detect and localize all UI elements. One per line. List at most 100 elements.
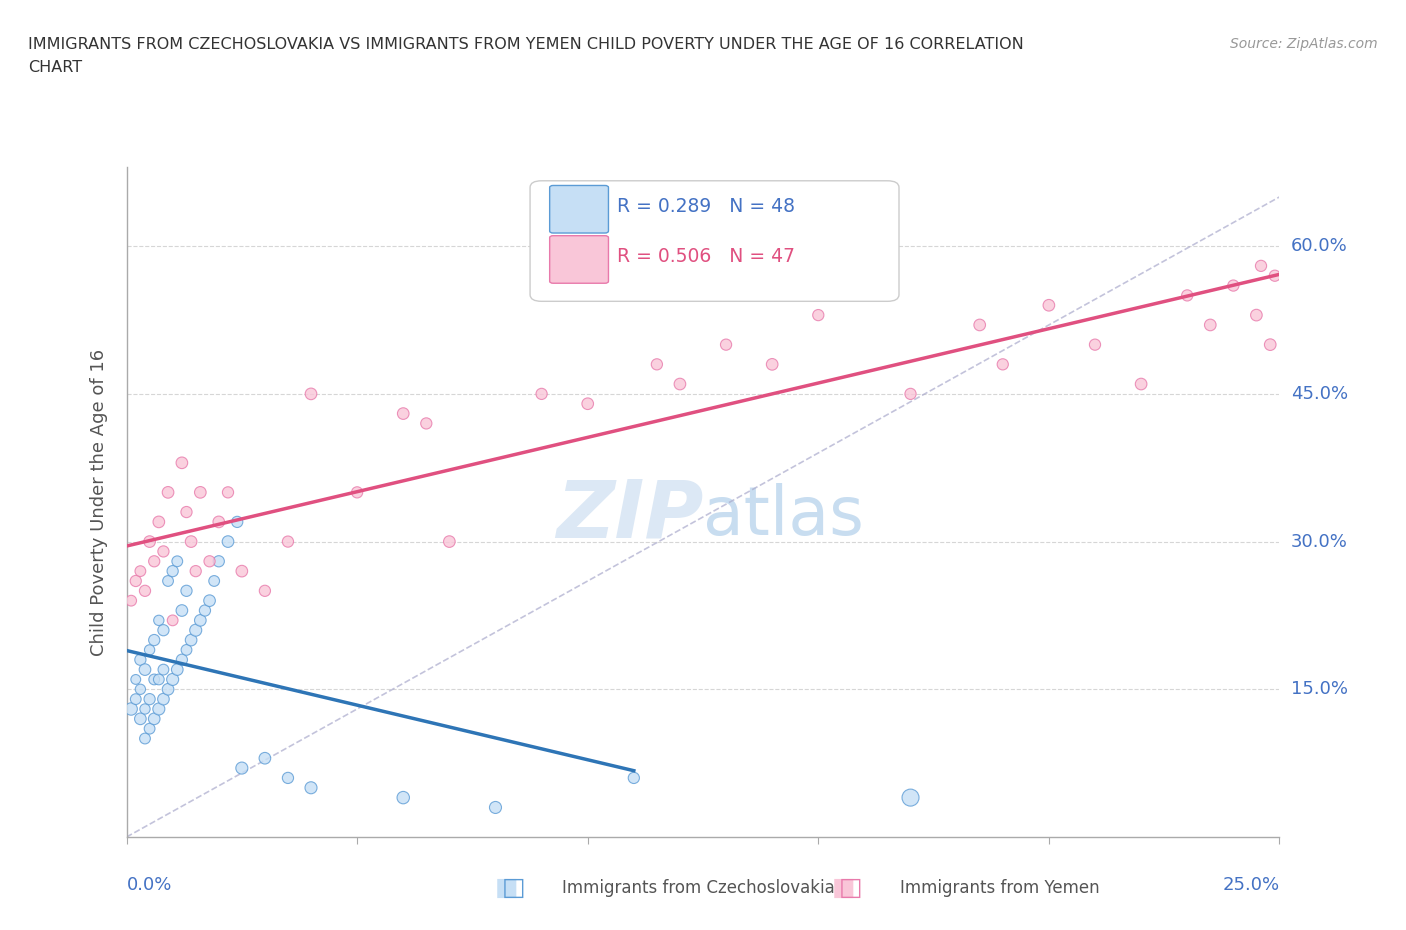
- Point: [1264, 268, 1286, 283]
- Point: [148, 701, 170, 716]
- Point: [277, 534, 299, 549]
- Point: [148, 514, 170, 529]
- Point: [1175, 288, 1198, 303]
- Point: [1038, 298, 1060, 312]
- Point: [991, 357, 1014, 372]
- Point: [198, 593, 221, 608]
- Point: [900, 790, 922, 805]
- Point: [299, 387, 322, 402]
- Point: [134, 701, 156, 716]
- Text: R = 0.289   N = 48: R = 0.289 N = 48: [616, 197, 794, 216]
- Text: ■: ■: [495, 876, 517, 900]
- Point: [208, 554, 231, 569]
- Point: [162, 564, 184, 578]
- Point: [188, 485, 211, 499]
- FancyBboxPatch shape: [550, 235, 609, 284]
- Text: ZIP: ZIP: [555, 476, 703, 554]
- Point: [120, 701, 142, 716]
- Point: [125, 672, 148, 687]
- Point: [415, 416, 437, 431]
- Point: [576, 396, 599, 411]
- Point: [134, 731, 156, 746]
- Text: IMMIGRANTS FROM CZECHOSLOVAKIA VS IMMIGRANTS FROM YEMEN CHILD POVERTY UNDER THE : IMMIGRANTS FROM CZECHOSLOVAKIA VS IMMIGR…: [28, 37, 1024, 52]
- Point: [176, 643, 198, 658]
- Point: [1258, 338, 1281, 352]
- Point: [346, 485, 368, 499]
- Point: [231, 564, 253, 578]
- Point: [143, 554, 166, 569]
- Point: [176, 583, 198, 598]
- Text: 30.0%: 30.0%: [1291, 533, 1347, 551]
- Point: [152, 544, 174, 559]
- FancyBboxPatch shape: [550, 185, 609, 233]
- Text: 0.0%: 0.0%: [127, 876, 172, 894]
- Point: [143, 632, 166, 647]
- Point: [1130, 377, 1153, 392]
- Point: [217, 534, 239, 549]
- Point: [176, 505, 198, 520]
- Point: [125, 692, 148, 707]
- Point: [253, 751, 276, 765]
- Point: [162, 613, 184, 628]
- Text: 25.0%: 25.0%: [1222, 876, 1279, 894]
- Point: [714, 338, 737, 352]
- Point: [226, 514, 249, 529]
- Point: [623, 770, 645, 785]
- Point: [129, 711, 152, 726]
- Point: [180, 534, 202, 549]
- Point: [299, 780, 322, 795]
- Point: [392, 790, 415, 805]
- Point: [152, 662, 174, 677]
- Text: 45.0%: 45.0%: [1291, 385, 1348, 403]
- Text: atlas: atlas: [703, 483, 863, 549]
- Text: □: □: [502, 876, 524, 900]
- Text: Immigrants from Czechoslovakia: Immigrants from Czechoslovakia: [562, 879, 835, 897]
- Point: [1250, 259, 1272, 273]
- Point: [530, 387, 553, 402]
- Text: Source: ZipAtlas.com: Source: ZipAtlas.com: [1230, 37, 1378, 51]
- Point: [157, 682, 180, 697]
- Point: [129, 652, 152, 667]
- Point: [253, 583, 276, 598]
- Point: [1199, 317, 1222, 332]
- Point: [669, 377, 692, 392]
- Point: [277, 770, 299, 785]
- Point: [148, 613, 170, 628]
- Point: [166, 662, 188, 677]
- Y-axis label: Child Poverty Under the Age of 16: Child Poverty Under the Age of 16: [90, 349, 108, 656]
- Point: [198, 554, 221, 569]
- Point: [134, 662, 156, 677]
- Text: 15.0%: 15.0%: [1291, 680, 1347, 698]
- Point: [761, 357, 783, 372]
- Text: ■: ■: [832, 876, 855, 900]
- Point: [853, 288, 876, 303]
- Point: [125, 574, 148, 589]
- Point: [138, 643, 160, 658]
- Point: [1084, 338, 1107, 352]
- Text: Immigrants from Yemen: Immigrants from Yemen: [900, 879, 1099, 897]
- Point: [134, 583, 156, 598]
- Point: [202, 574, 225, 589]
- Point: [969, 317, 991, 332]
- Point: [152, 692, 174, 707]
- Point: [129, 564, 152, 578]
- Point: [208, 514, 231, 529]
- Point: [231, 761, 253, 776]
- Point: [120, 593, 142, 608]
- Text: R = 0.506   N = 47: R = 0.506 N = 47: [616, 247, 794, 266]
- Text: 60.0%: 60.0%: [1291, 237, 1347, 255]
- Point: [138, 692, 160, 707]
- Point: [180, 632, 202, 647]
- Point: [439, 534, 461, 549]
- Text: □: □: [839, 876, 862, 900]
- Point: [170, 456, 193, 471]
- Point: [194, 603, 217, 618]
- FancyBboxPatch shape: [530, 180, 898, 301]
- Point: [170, 652, 193, 667]
- Point: [1222, 278, 1244, 293]
- Point: [157, 485, 180, 499]
- Point: [188, 613, 211, 628]
- Point: [900, 387, 922, 402]
- Point: [152, 623, 174, 638]
- Point: [645, 357, 668, 372]
